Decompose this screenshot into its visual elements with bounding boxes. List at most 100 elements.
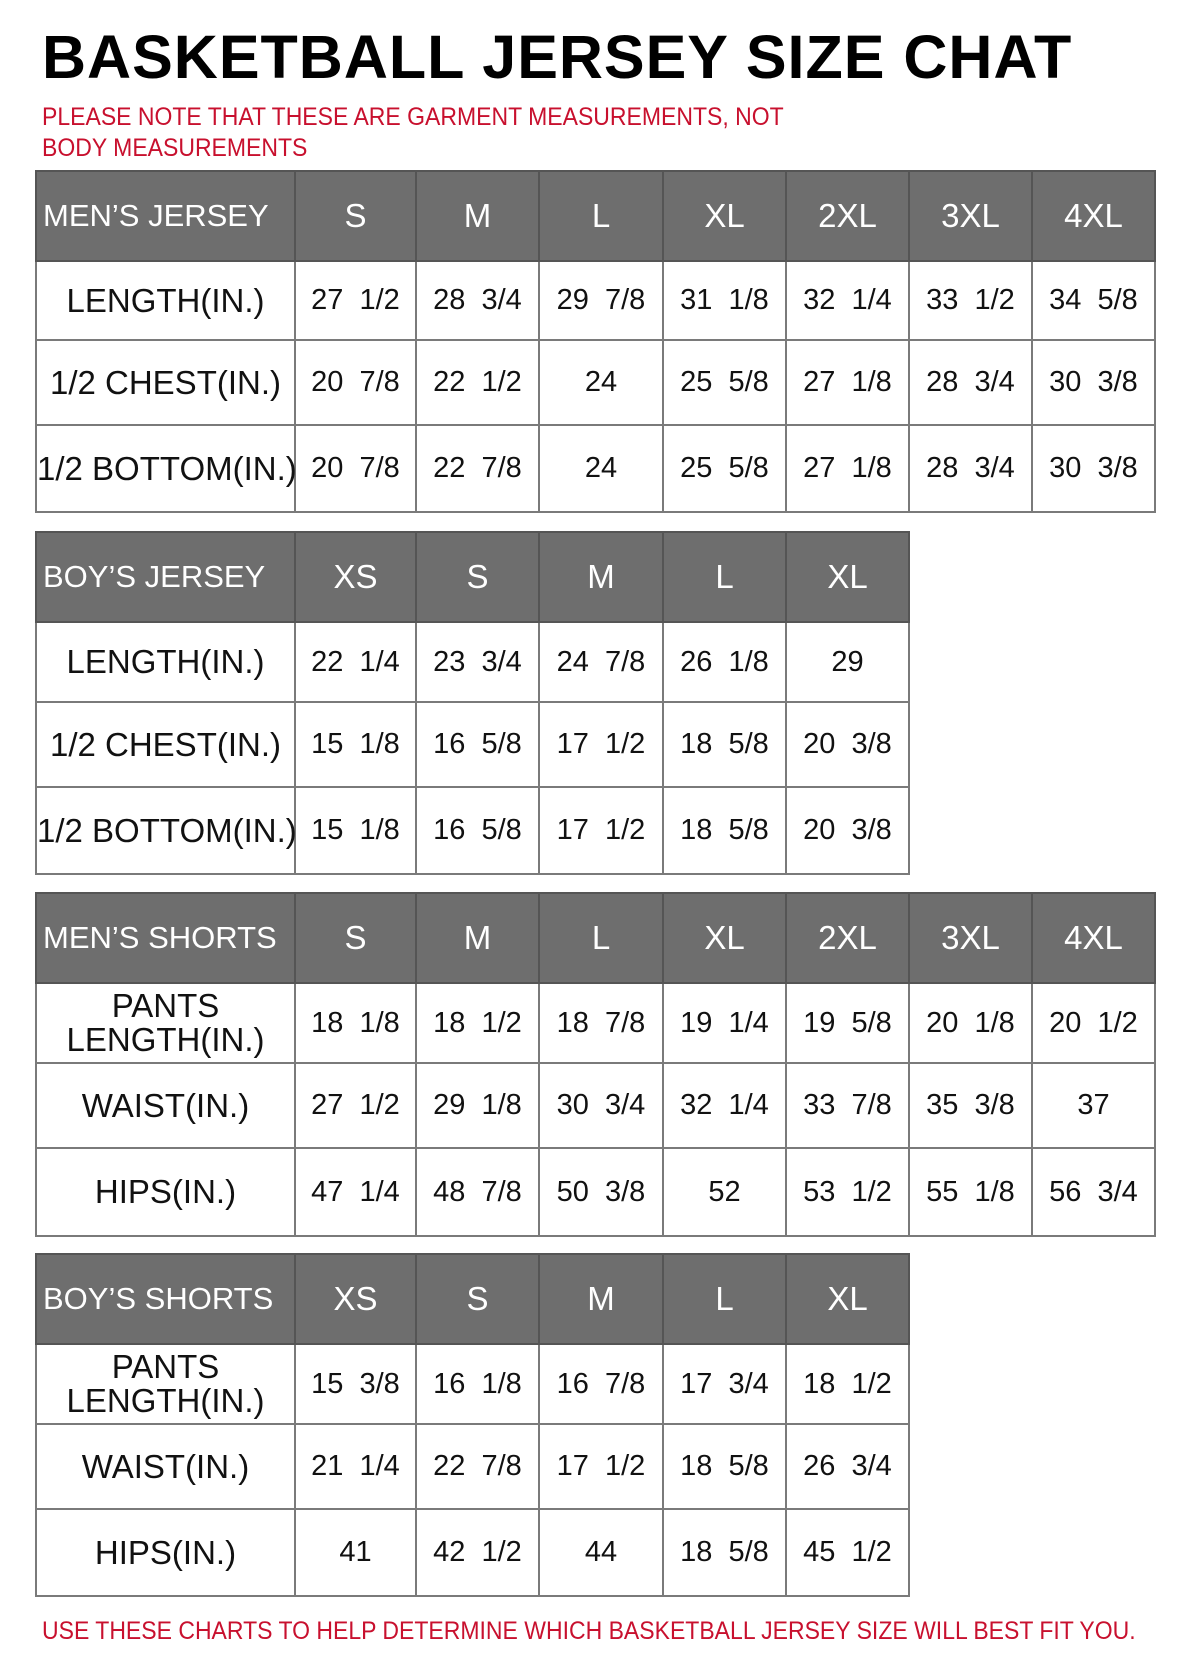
header-row: BOY’S SHORTS XS S M L XL: [35, 1253, 910, 1345]
measurement-cell: 32 1/4: [785, 260, 910, 341]
table-row: LENGTH(IN.) 22 1/4 23 3/4 24 7/8 26 1/8 29: [35, 621, 910, 703]
size-header: 4XL: [1031, 892, 1156, 984]
table-row: HIPS(IN.) 47 1/4 48 7/8 50 3/8 52 53 1/2 55 1/…: [35, 1147, 1156, 1237]
size-header: L: [662, 1253, 787, 1345]
measurement-cell: 33 7/8: [785, 1062, 910, 1149]
measurement-cell: 27 1/2: [294, 1062, 417, 1149]
measurement-cell: 22 1/2: [415, 339, 540, 426]
measurement-cell: 20 1/2: [1031, 982, 1156, 1064]
measurement-cell: 33 1/2: [908, 260, 1033, 341]
size-header: XL: [662, 892, 787, 984]
size-header: S: [294, 170, 417, 262]
measurement-cell: 28 3/4: [908, 339, 1033, 426]
measurement-cell: 47 1/4: [294, 1147, 417, 1237]
measurement-cell: 27 1/2: [294, 260, 417, 341]
size-header: 2XL: [785, 170, 910, 262]
measurement-cell: 18 1/8: [294, 982, 417, 1064]
row-label: 1/2 BOTTOM(IN.): [35, 424, 297, 513]
table-row: 1/2 BOTTOM(IN.) 20 7/8 22 7/8 24 25 5/8 27 1/…: [35, 424, 1156, 513]
table-label: MEN’S SHORTS: [35, 892, 296, 984]
row-label: HIPS(IN.): [35, 1147, 296, 1237]
measurement-cell: 20 7/8: [294, 339, 417, 426]
size-header: L: [662, 531, 787, 623]
measurement-cell: 32 1/4: [662, 1062, 787, 1149]
measurement-cell: 48 7/8: [415, 1147, 540, 1237]
page-title: BASKETBALL JERSEY SIZE CHAT: [42, 23, 1073, 91]
size-header: 3XL: [908, 892, 1033, 984]
measurement-cell: 26 1/8: [662, 621, 787, 703]
measurement-cell: 55 1/8: [908, 1147, 1033, 1237]
size-header: 4XL: [1031, 170, 1156, 262]
measurement-cell: 16 7/8: [538, 1343, 664, 1425]
measurement-cell: 18 5/8: [662, 1423, 787, 1510]
measurement-cell: 17 1/2: [538, 786, 664, 875]
measurement-cell: 24 7/8: [538, 621, 664, 703]
measurement-cell: 15 1/8: [294, 786, 417, 875]
table-row: LENGTH(IN.) 27 1/2 28 3/4 29 7/8 31 1/8 32 1/…: [35, 260, 1156, 341]
measurement-cell: 17 3/4: [662, 1343, 787, 1425]
measurement-cell: 17 1/2: [538, 1423, 664, 1510]
size-header: M: [415, 892, 540, 984]
size-header: L: [538, 892, 664, 984]
measurement-cell: 41: [294, 1508, 417, 1597]
measurement-cell: 50 3/8: [538, 1147, 664, 1237]
measurement-cell: 31 1/8: [662, 260, 787, 341]
measurement-cell: 56 3/4: [1031, 1147, 1156, 1237]
size-header: XL: [785, 1253, 910, 1345]
measurement-cell: 16 5/8: [415, 701, 540, 788]
measurement-cell: 44: [538, 1508, 664, 1597]
measurement-cell: 26 3/4: [785, 1423, 910, 1510]
size-header: S: [415, 531, 540, 623]
measurement-cell: 18 7/8: [538, 982, 664, 1064]
mens-shorts-table: MEN’S SHORTS S M L XL 2XL 3XL 4XL PANTS LENGTH(I…: [35, 892, 1156, 1237]
measurement-cell: 28 3/4: [908, 424, 1033, 513]
size-header: M: [538, 1253, 664, 1345]
measurement-cell: 20 7/8: [294, 424, 417, 513]
measurement-cell: 35 3/8: [908, 1062, 1033, 1149]
size-header: XS: [294, 531, 417, 623]
measurement-cell: 18 1/2: [415, 982, 540, 1064]
measurement-cell: 19 1/4: [662, 982, 787, 1064]
measurement-cell: 17 1/2: [538, 701, 664, 788]
table-row: PANTS LENGTH(IN.) 18 1/8 18 1/2 18 7/8 19 1/…: [35, 982, 1156, 1064]
measurement-cell: 23 3/4: [415, 621, 540, 703]
table-row: 1/2 BOTTOM(IN.) 15 1/8 16 5/8 17 1/2 18 5/8 2…: [35, 786, 910, 875]
header-row: MEN’S JERSEY S M L XL 2XL 3XL 4XL: [35, 170, 1156, 262]
boys-jersey-table: BOY’S JERSEY XS S M L XL LENGTH(IN.) 22 1/4 23 3…: [35, 531, 910, 875]
footer-note: USE THESE CHARTS TO HELP DETERMINE WHICH…: [42, 1617, 1136, 1645]
row-label: PANTS LENGTH(IN.): [35, 982, 296, 1064]
measurement-cell: 42 1/2: [415, 1508, 540, 1597]
measurement-cell: 24: [538, 424, 664, 513]
table-label: BOY’S SHORTS: [35, 1253, 296, 1345]
row-label: PANTS LENGTH(IN.): [35, 1343, 296, 1425]
size-header: S: [294, 892, 417, 984]
measurement-cell: 16 5/8: [415, 786, 540, 875]
measurement-cell: 29 1/8: [415, 1062, 540, 1149]
measurement-cell: 30 3/4: [538, 1062, 664, 1149]
measurement-cell: 30 3/8: [1031, 424, 1156, 513]
measurement-cell: 27 1/8: [785, 424, 910, 513]
measurement-cell: 24: [538, 339, 664, 426]
row-label: WAIST(IN.): [35, 1423, 296, 1510]
measurement-cell: 27 1/8: [785, 339, 910, 426]
table-row: WAIST(IN.) 27 1/2 29 1/8 30 3/4 32 1/4 33 7/8…: [35, 1062, 1156, 1149]
table-label: MEN’S JERSEY: [35, 170, 296, 262]
row-label: LENGTH(IN.): [35, 621, 296, 703]
table-row: HIPS(IN.) 41 42 1/2 44 18 5/8 45 1/2: [35, 1508, 910, 1597]
table-label: BOY’S JERSEY: [35, 531, 296, 623]
row-label: 1/2 CHEST(IN.): [35, 701, 296, 788]
measurement-cell: 18 5/8: [662, 701, 787, 788]
table-row: 1/2 CHEST(IN.) 15 1/8 16 5/8 17 1/2 18 5/8 20…: [35, 701, 910, 788]
measurement-cell: 45 1/2: [785, 1508, 910, 1597]
size-header: S: [415, 1253, 540, 1345]
measurement-cell: 18 5/8: [662, 1508, 787, 1597]
measurement-cell: 52: [662, 1147, 787, 1237]
measurement-cell: 15 3/8: [294, 1343, 417, 1425]
row-label: LENGTH(IN.): [35, 260, 296, 341]
size-header: M: [415, 170, 540, 262]
measurement-cell: 53 1/2: [785, 1147, 910, 1237]
header-row: MEN’S SHORTS S M L XL 2XL 3XL 4XL: [35, 892, 1156, 984]
measurement-cell: 37: [1031, 1062, 1156, 1149]
measurement-cell: 29: [785, 621, 910, 703]
measurement-cell: 29 7/8: [538, 260, 664, 341]
